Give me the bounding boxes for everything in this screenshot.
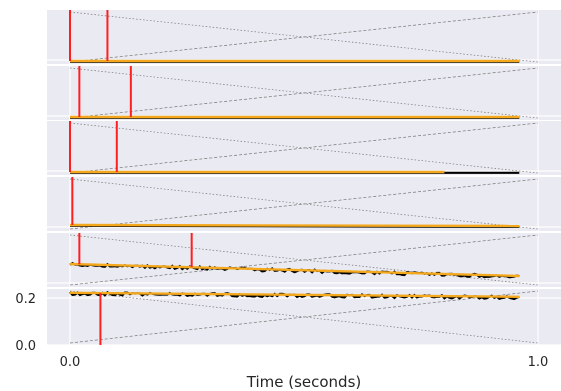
panel-1 — [47, 10, 561, 64]
guide-line — [69, 234, 539, 286]
guide-line — [69, 178, 539, 230]
panel-6 — [47, 289, 561, 346]
panel-5 — [47, 233, 561, 287]
x-axis: 0.0 1.0 — [60, 355, 549, 370]
y-axis: 0.0 0.2 — [15, 292, 36, 354]
guide-line — [69, 290, 539, 344]
guide-line — [69, 11, 539, 63]
panel-2 — [47, 66, 561, 120]
panels — [47, 10, 561, 346]
fit-line — [69, 262, 520, 278]
guide-line — [69, 122, 539, 174]
guide-line — [69, 67, 539, 119]
x-axis-label: Time (seconds) — [246, 373, 362, 391]
trace-line — [69, 261, 520, 279]
x-tick-label: 1.0 — [528, 355, 549, 370]
fit-line — [69, 291, 520, 299]
panel-3 — [47, 121, 561, 175]
panel-4 — [47, 177, 561, 231]
y-tick-label: 0.0 — [15, 339, 36, 354]
fit-line — [69, 223, 520, 228]
x-tick-label: 0.0 — [60, 355, 81, 370]
y-tick-label: 0.2 — [15, 292, 36, 307]
